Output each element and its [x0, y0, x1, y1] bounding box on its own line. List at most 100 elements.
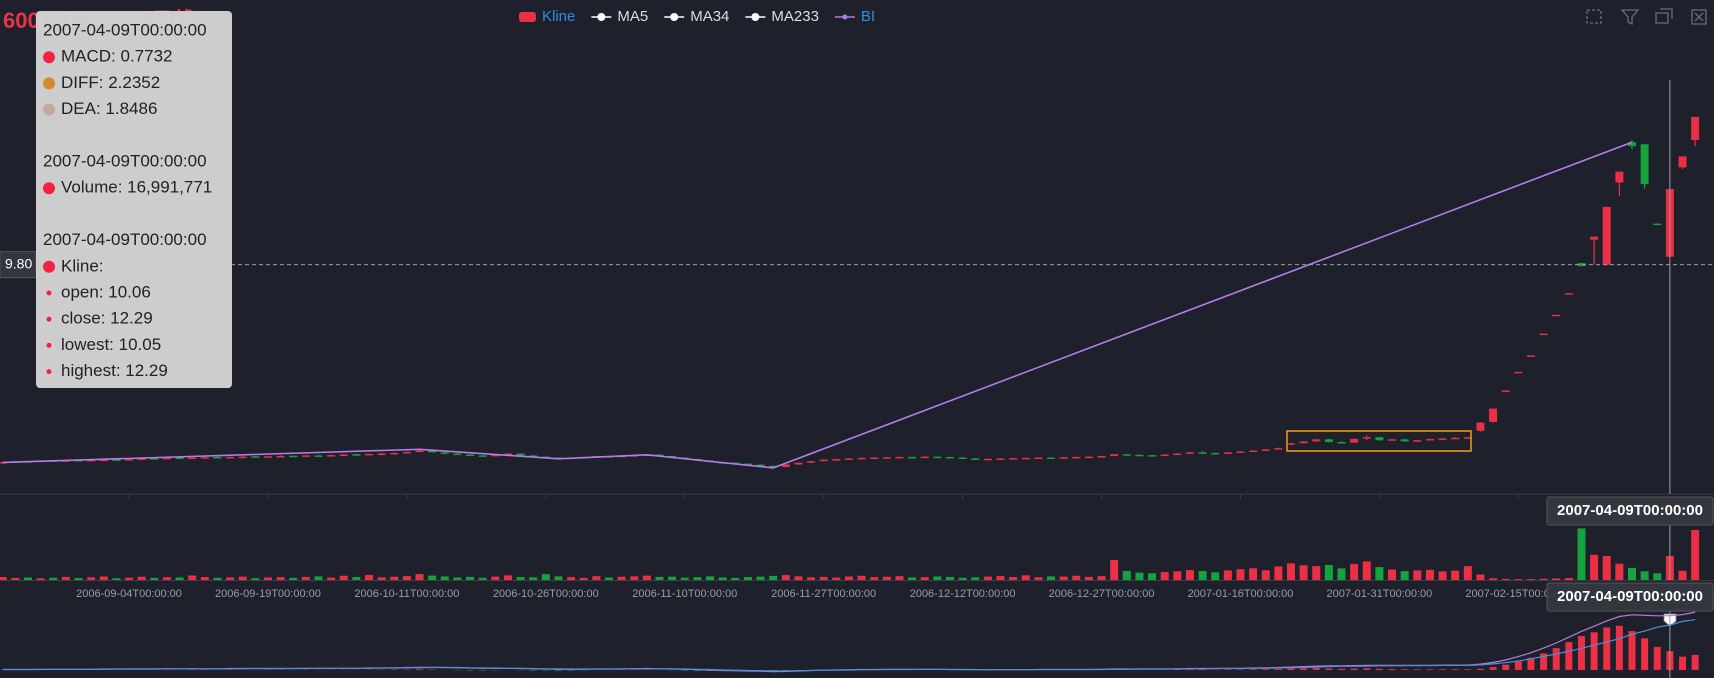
- candle-body: [276, 456, 285, 458]
- candle-body: [1400, 439, 1409, 442]
- volume-bar: [301, 576, 310, 580]
- volume-bar: [1577, 528, 1586, 580]
- legend-item[interactable]: MA5: [591, 8, 648, 25]
- legend-icon: [842, 14, 848, 20]
- candle-body: [807, 461, 816, 463]
- tooltip-item: Kline:: [61, 256, 104, 275]
- candle-body: [162, 457, 171, 460]
- legend-icon: [751, 13, 760, 21]
- volume-bar: [125, 577, 134, 580]
- volume-bar: [1047, 576, 1056, 580]
- macd-bar: [1300, 668, 1308, 670]
- x-tick-label: 2006-10-11T00:00:00: [354, 588, 459, 600]
- candle-body: [1236, 451, 1245, 453]
- candle-body: [908, 456, 917, 459]
- volume-bar: [769, 575, 778, 580]
- volume-bar: [1034, 577, 1043, 580]
- candle-body: [895, 456, 904, 459]
- macd-bar: [1274, 669, 1282, 670]
- volume-bar: [1564, 578, 1573, 580]
- candle-body: [1274, 448, 1283, 450]
- legend-item[interactable]: BI: [834, 8, 875, 25]
- volume-bar: [882, 576, 891, 580]
- candle-body: [819, 459, 828, 462]
- volume-bar: [1388, 569, 1397, 580]
- volume-bar: [579, 577, 588, 580]
- volume-bar: [1110, 559, 1119, 580]
- macd-bar: [416, 669, 424, 670]
- volume-bar: [1324, 565, 1333, 580]
- candle-body: [125, 459, 134, 461]
- candle-body: [844, 458, 853, 460]
- volume-bar: [1615, 563, 1624, 580]
- candle-body: [1350, 439, 1359, 443]
- candle-body: [516, 453, 525, 456]
- tooltip-date: 2007-04-09T00:00:00: [43, 230, 207, 249]
- tooltip-item: highest: 12.29: [61, 361, 168, 380]
- toolbox-zoom-icon[interactable]: [1586, 9, 1602, 24]
- candle-body: [756, 464, 765, 467]
- tooltip-marker: [43, 182, 55, 195]
- tooltip-item: close: 12.29: [61, 309, 153, 328]
- x-tick-label: 2006-10-26T00:00:00: [493, 588, 599, 600]
- tooltip-marker: [46, 290, 52, 296]
- price-pointer-label: 9.80: [5, 255, 32, 271]
- candle-body: [1615, 171, 1624, 183]
- toolbox-zoom-reset-icon[interactable]: [1620, 9, 1640, 26]
- candle-body: [655, 454, 664, 457]
- macd-bar: [1514, 661, 1522, 670]
- tooltip-item: Volume: 16,991,771: [61, 178, 212, 197]
- candle-body: [365, 453, 373, 456]
- candle-body: [1261, 449, 1270, 451]
- volume-bar: [1413, 570, 1422, 580]
- volume-bar: [1185, 570, 1194, 580]
- tooltip-box: [36, 11, 232, 388]
- volume-bar: [1526, 579, 1535, 580]
- candle-body: [1110, 454, 1119, 457]
- volume-bar: [200, 577, 209, 580]
- candle-body: [1034, 457, 1043, 460]
- candle-body: [1640, 144, 1649, 185]
- volume-bar: [327, 577, 336, 580]
- volume-bar: [1451, 570, 1460, 580]
- volume-bar: [339, 575, 348, 580]
- candle-body: [377, 453, 386, 456]
- volume-bar: [314, 576, 323, 580]
- macd-bar: [1388, 669, 1396, 670]
- legend-item[interactable]: Kline: [519, 8, 575, 25]
- candle-body: [213, 456, 222, 459]
- volume-bar: [781, 575, 790, 580]
- legend-item[interactable]: MA233: [745, 8, 819, 25]
- toolbox-save-icon[interactable]: [1691, 9, 1707, 25]
- candle-body: [1173, 453, 1182, 456]
- tooltip-date: 2007-04-09T00:00:00: [43, 151, 207, 170]
- legend-icon: [519, 12, 536, 22]
- volume-bar: [1476, 574, 1485, 580]
- toolbox-restore-icon[interactable]: [1655, 8, 1673, 24]
- tooltip: 2007-04-09T00:00:00 MACD: 0.7732 DIFF: 2.2…: [36, 11, 232, 388]
- macd-bar: [693, 669, 701, 671]
- macd-bar: [1552, 648, 1560, 670]
- volume-bar: [908, 577, 917, 580]
- candle-body: [1211, 452, 1220, 455]
- macd-bar: [1262, 669, 1270, 670]
- candle-body: [1388, 439, 1397, 441]
- volume-bar: [1274, 566, 1283, 580]
- candle-body: [1223, 452, 1232, 454]
- candle-body: [112, 459, 121, 461]
- volume-bar: [567, 577, 576, 580]
- volume-bar: [1463, 566, 1472, 580]
- tooltip-marker: [43, 51, 55, 64]
- volume-bar: [706, 576, 715, 580]
- candle-body: [1021, 457, 1030, 460]
- macd-bar: [554, 669, 562, 671]
- volume-bar: [680, 577, 689, 580]
- macd-bar: [1691, 654, 1699, 670]
- candle-body: [781, 464, 790, 467]
- volume-bar: [1640, 571, 1649, 580]
- volume-bar: [554, 576, 563, 580]
- legend-item[interactable]: MA34: [664, 8, 729, 25]
- volume-bar: [933, 576, 942, 580]
- volume-bar: [478, 577, 487, 580]
- candle-body: [491, 454, 500, 457]
